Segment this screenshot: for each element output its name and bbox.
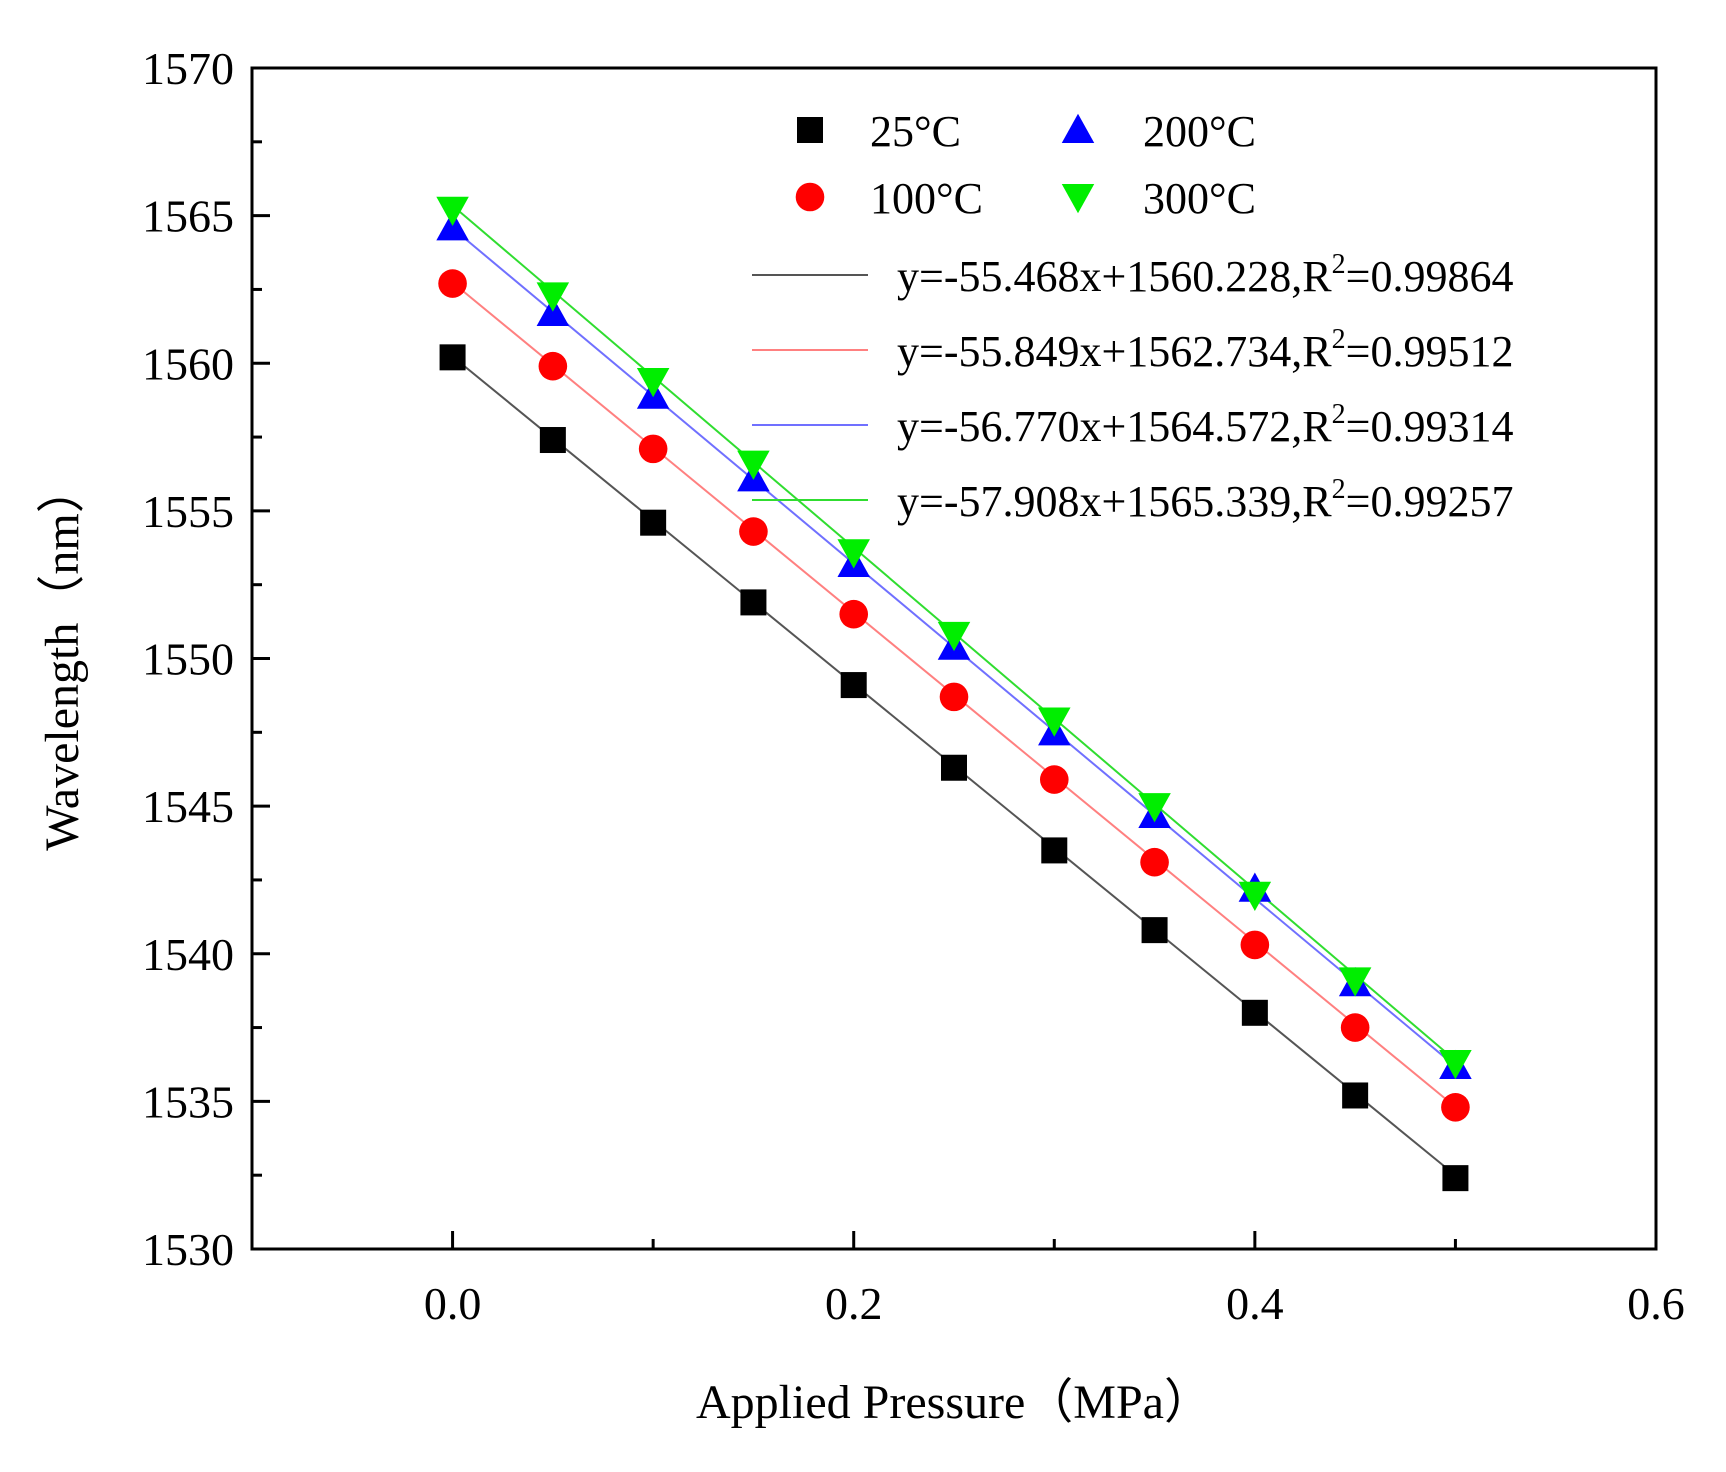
legend-fit-equation: y=-56.770x+1564.572,R2=0.99314 <box>897 399 1513 451</box>
data-point <box>1441 1092 1470 1122</box>
data-point <box>839 599 869 629</box>
legend-label: 300°C <box>1143 174 1256 223</box>
data-point <box>737 450 770 480</box>
data-point <box>1442 1165 1469 1192</box>
data-point <box>539 427 566 454</box>
data-point <box>1241 999 1268 1026</box>
legend-label: 25°C <box>870 107 961 156</box>
y-tick-label: 1550 <box>142 634 234 685</box>
data-point <box>840 672 867 699</box>
data-point <box>937 621 971 652</box>
data-point <box>640 509 667 536</box>
legend-label: 100°C <box>870 174 983 223</box>
legend-symbol <box>797 117 823 143</box>
data-point <box>1041 837 1068 864</box>
y-tick-label: 1555 <box>142 486 234 537</box>
data-point <box>740 589 767 616</box>
data-point <box>438 269 467 298</box>
legend-fit-equation: y=-55.468x+1560.228,R2=0.99864 <box>897 249 1513 301</box>
data-point <box>536 282 570 312</box>
data-point <box>436 196 469 226</box>
data-point <box>1238 881 1272 911</box>
data-point <box>538 351 568 381</box>
data-point <box>638 434 668 464</box>
data-point <box>636 367 670 398</box>
data-point <box>837 539 870 569</box>
y-tick-label: 1545 <box>142 781 234 832</box>
legend-fit-equation: y=-55.849x+1562.734,R2=0.99512 <box>897 324 1513 376</box>
x-tick-label: 0.2 <box>825 1278 883 1329</box>
y-axis-title: Wavelength（nm） <box>36 465 89 850</box>
legend-symbol <box>1061 113 1095 143</box>
y-tick-label: 1560 <box>142 338 234 389</box>
markers <box>436 196 1472 1192</box>
data-point <box>739 517 768 546</box>
data-point <box>1338 967 1372 997</box>
legend-symbol <box>795 182 825 212</box>
data-point <box>1038 707 1071 737</box>
legend: 25°C 200°C 100°C 300°C y=-55.468x+1560.228,R… <box>752 107 1513 526</box>
y-tick-label: 1535 <box>142 1076 234 1127</box>
x-axis-ticks: 0.0 0.2 0.4 0.6 <box>250 1231 1685 1329</box>
legend-symbol <box>1061 184 1095 214</box>
legend-label: 200°C <box>1143 107 1256 156</box>
data-point <box>1039 765 1069 794</box>
data-point <box>1240 930 1270 960</box>
x-tick-label: 0.0 <box>424 1278 482 1329</box>
legend-fit-equation: y=-57.908x+1565.339,R2=0.99257 <box>897 474 1513 526</box>
y-tick-label: 1530 <box>142 1224 234 1275</box>
data-point <box>1340 1013 1370 1042</box>
data-point <box>939 682 969 712</box>
data-point <box>1141 917 1168 944</box>
y-axis-ticks: 1530 1535 1540 1545 1550 1555 1560 1565 1570 <box>142 43 270 1275</box>
data-point <box>1140 847 1169 877</box>
data-point <box>941 754 967 781</box>
data-point <box>1342 1082 1369 1109</box>
x-tick-label: 0.4 <box>1226 1278 1284 1329</box>
y-tick-label: 1565 <box>142 191 234 242</box>
data-point <box>1138 793 1171 823</box>
data-point <box>439 344 466 371</box>
x-axis-title: Applied Pressure（MPa） <box>696 1376 1212 1429</box>
y-tick-label: 1570 <box>142 43 234 94</box>
y-tick-label: 1540 <box>142 929 234 980</box>
x-tick-label: 0.6 <box>1627 1278 1685 1329</box>
data-point <box>1439 1049 1472 1080</box>
